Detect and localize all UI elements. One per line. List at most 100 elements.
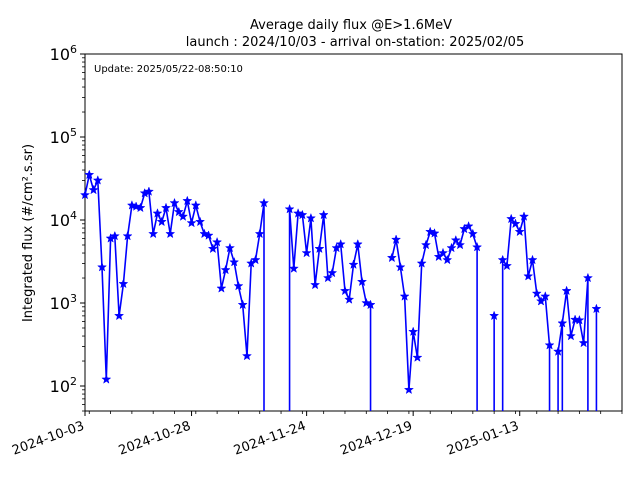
data-point [258,197,270,208]
y-axis-label: Integrated flux (#/cm².s.sr) [21,144,36,322]
data-point [288,263,299,273]
data-point [591,303,602,314]
data-point [365,299,376,310]
x-tick-label: 2025-01-13 [445,419,521,459]
data-point [467,228,478,239]
data-point [339,285,351,296]
data-point [220,264,231,275]
data-point [565,330,576,341]
data-point [84,169,95,180]
data-point [92,175,103,185]
data-point [395,261,406,272]
data-point [437,247,449,258]
data-point [160,202,172,213]
data-point [386,252,397,263]
data-point [506,213,517,224]
data-point [199,228,210,239]
data-point [352,239,363,249]
data-point [335,238,346,249]
data-point [169,197,180,208]
data-point [143,186,154,196]
data-point [471,241,483,252]
data-point [416,258,427,268]
data-point [425,226,436,237]
data-point [412,352,423,362]
data-point [114,310,125,321]
data-point [79,189,91,200]
data-point [344,294,355,304]
y-tick-label: 105 [50,126,77,147]
data-point [194,216,206,227]
data-point [531,288,542,298]
data-point [135,202,146,213]
data-point [356,276,368,287]
data-point [455,239,466,250]
data-point [489,310,500,321]
data-point [301,247,312,258]
data-point [322,272,334,283]
data-point [203,230,214,240]
y-tick-label: 106 [50,43,77,64]
data-point [348,259,359,270]
data-point [527,254,538,265]
data-point [148,228,159,239]
data-point [544,339,555,350]
y-axis-ticks: 102 103 104 105 106 [50,43,85,412]
data-point [582,272,594,283]
x-tick-label: 2024-11-24 [232,419,308,459]
data-point [224,242,236,253]
data-point [131,201,142,211]
data-point [97,261,108,272]
data-point [233,280,244,291]
series-line [85,175,596,390]
data-point [446,242,457,253]
data-point [463,220,474,231]
y-tick-label: 102 [50,375,77,396]
data-point [292,208,304,218]
data-point [165,228,176,239]
data-point [254,228,265,239]
data-point [216,283,227,293]
data-point [501,260,513,271]
data-point [553,346,564,356]
data-point [310,279,321,290]
data-point [408,326,419,337]
data-point [561,285,572,296]
data-point [361,297,372,308]
x-tick-label: 2024-12-19 [338,419,414,459]
data-point [211,236,223,247]
data-point [177,211,189,221]
data-point [297,209,308,220]
data-point [518,211,530,221]
data-point [241,350,252,361]
data-point [523,271,534,281]
data-point [122,230,133,241]
data-point [109,230,120,241]
data-point [540,291,551,301]
data-point [497,254,508,265]
data-point [429,228,440,238]
data-point [182,195,193,206]
data-point [578,337,589,348]
data-point [156,216,167,227]
data-point [190,200,201,210]
data-point [173,206,184,217]
data-point [399,291,410,301]
data-point [535,295,547,306]
data-point [327,267,338,278]
data-point [101,374,112,384]
x-tick-label: 2024-10-03 [10,419,86,459]
data-point [403,384,415,395]
update-annotation: Update: 2025/05/22-08:50:10 [94,64,243,75]
data-point [152,208,163,218]
data-point [237,299,248,310]
series-flux [79,169,602,411]
data-point [207,243,218,254]
y-tick-label: 104 [50,209,77,230]
data-point [118,278,129,289]
data-point [305,212,317,223]
data-point [442,254,453,265]
data-point [420,239,431,250]
